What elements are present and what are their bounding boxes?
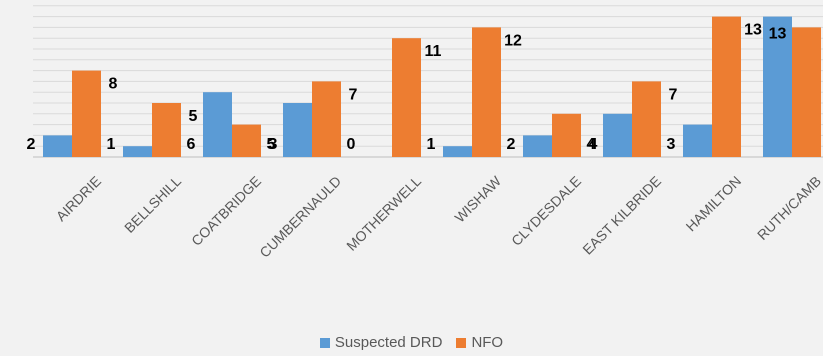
legend-swatch-suspected-drd [319,337,330,348]
data-label: 0 [347,136,356,153]
bar-nfo [792,27,821,158]
bar-suspected-drd [123,146,152,157]
data-label: 13 [769,26,787,43]
bar-nfo [152,103,181,157]
data-label: 7 [669,86,678,103]
bar-nfo [712,16,741,157]
legend-swatch-nfo [456,337,467,348]
bar-nfo [632,81,661,157]
data-label: 1 [107,136,116,153]
bar-nfo [232,124,261,157]
bar-suspected-drd [443,146,472,157]
data-label: 3 [269,136,278,153]
bar-nfo [552,113,581,157]
data-label: 7 [349,86,358,103]
category-tick-label: CLYDESDALE [508,173,584,249]
data-label: 13 [744,22,762,39]
bar-suspected-drd [603,113,632,157]
category-tick-label: AIRDRIE [53,173,104,224]
data-label: 5 [189,108,198,125]
bar-suspected-drd [763,16,792,157]
category-tick-label: EAST KILBRIDE [579,173,664,258]
bar-suspected-drd [203,92,232,157]
data-label: 4 [587,136,596,153]
category-tick-label: CUMBERNAULD [256,173,344,261]
category-tick-label: HAMILTON [683,173,745,235]
data-label: 8 [109,76,118,93]
legend-item-suspected-drd: Suspected DRD [319,334,443,351]
data-label: 2 [507,136,516,153]
category-tick-label: WISHAW [451,172,504,225]
legend: Suspected DRD NFO [0,334,823,351]
data-label: 6 [187,136,196,153]
data-label: 3 [667,136,676,153]
data-label: 12 [504,32,522,49]
category-tick-label: RUTH/CAMB [754,173,823,243]
data-label: 1 [427,136,436,153]
bar-nfo [72,70,101,157]
data-label: 11 [425,43,442,60]
bar-suspected-drd [683,124,712,157]
legend-item-nfo: NFO [456,334,503,351]
bar-suspected-drd [523,135,552,157]
bar-nfo [312,81,341,157]
category-tick-label: BELLSHILL [121,173,184,236]
category-tick-label: MOTHERWELL [343,173,424,254]
data-label: 2 [27,136,36,153]
data-label: 5 [267,136,276,153]
legend-label-nfo: NFO [471,334,504,351]
category-tick-label: COATBRIDGE [188,173,264,249]
bar-suspected-drd [43,135,72,157]
bar-nfo [392,38,421,158]
legend-label-suspected-drd: Suspected DRD [334,334,443,351]
bar-nfo [472,27,501,158]
bar-suspected-drd [283,103,312,157]
data-label: 4 [589,136,598,153]
